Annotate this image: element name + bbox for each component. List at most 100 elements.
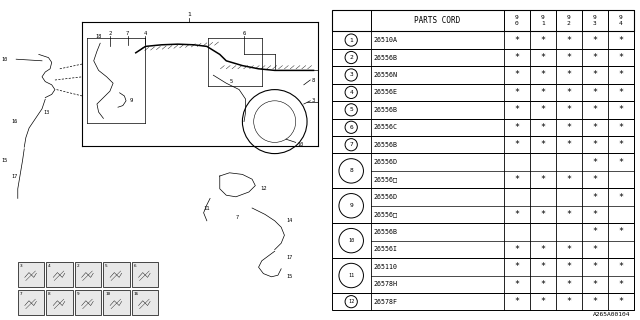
- Text: 4: 4: [144, 31, 147, 36]
- Text: *: *: [540, 297, 545, 306]
- Text: 9
1: 9 1: [541, 15, 545, 26]
- Text: 6: 6: [243, 31, 246, 36]
- Text: *: *: [592, 105, 597, 114]
- Text: 7: 7: [236, 215, 239, 220]
- Text: *: *: [618, 140, 623, 149]
- Text: *: *: [618, 297, 623, 306]
- FancyBboxPatch shape: [75, 262, 101, 287]
- Text: 26556□: 26556□: [373, 177, 397, 183]
- Text: 8: 8: [312, 77, 315, 83]
- Text: *: *: [514, 175, 519, 184]
- Text: *: *: [566, 88, 571, 97]
- Text: *: *: [540, 123, 545, 132]
- Text: 26556I: 26556I: [373, 246, 397, 252]
- Text: 1: 1: [349, 37, 353, 43]
- Text: *: *: [514, 53, 519, 62]
- Text: 7: 7: [126, 31, 129, 36]
- FancyBboxPatch shape: [132, 262, 158, 287]
- Text: *: *: [566, 53, 571, 62]
- Text: 16: 16: [134, 292, 139, 296]
- Text: *: *: [592, 88, 597, 97]
- Text: 17: 17: [12, 173, 17, 179]
- Text: *: *: [540, 105, 545, 114]
- Text: 26556E: 26556E: [373, 89, 397, 95]
- Text: *: *: [592, 280, 597, 289]
- Text: *: *: [540, 140, 545, 149]
- FancyBboxPatch shape: [103, 291, 129, 315]
- Text: 26556B: 26556B: [373, 54, 397, 60]
- Text: *: *: [618, 228, 623, 236]
- Text: 15: 15: [286, 274, 292, 279]
- Text: 9: 9: [129, 98, 132, 103]
- Text: 17: 17: [286, 255, 292, 260]
- Text: 9: 9: [349, 203, 353, 208]
- Text: 10: 10: [105, 292, 110, 296]
- Text: 7: 7: [20, 292, 22, 296]
- Text: 26578F: 26578F: [373, 299, 397, 305]
- Text: 26556D: 26556D: [373, 194, 397, 200]
- Text: *: *: [540, 262, 545, 271]
- Text: 4: 4: [48, 264, 51, 268]
- Text: 18: 18: [95, 34, 102, 39]
- FancyBboxPatch shape: [18, 291, 44, 315]
- Text: *: *: [592, 140, 597, 149]
- Text: 5: 5: [230, 79, 233, 84]
- Text: *: *: [514, 210, 519, 219]
- Text: 26556□: 26556□: [373, 212, 397, 218]
- Text: *: *: [592, 70, 597, 79]
- Text: 3: 3: [312, 98, 315, 103]
- Text: *: *: [540, 280, 545, 289]
- Text: *: *: [592, 123, 597, 132]
- Text: *: *: [592, 36, 597, 44]
- Text: *: *: [592, 228, 597, 236]
- Text: 9
4: 9 4: [619, 15, 623, 26]
- Text: 10: 10: [348, 238, 355, 243]
- Text: *: *: [514, 280, 519, 289]
- Text: *: *: [566, 210, 571, 219]
- Text: *: *: [514, 105, 519, 114]
- Text: 3: 3: [20, 264, 22, 268]
- Text: *: *: [566, 280, 571, 289]
- Text: 10: 10: [2, 57, 8, 62]
- Text: 5: 5: [349, 107, 353, 112]
- Text: *: *: [566, 175, 571, 184]
- Text: *: *: [566, 36, 571, 44]
- Text: *: *: [514, 88, 519, 97]
- Text: 4: 4: [349, 90, 353, 95]
- Text: *: *: [618, 53, 623, 62]
- Text: 26556D: 26556D: [373, 159, 397, 165]
- Text: 6: 6: [134, 264, 136, 268]
- Text: *: *: [514, 36, 519, 44]
- Text: 26556B: 26556B: [373, 107, 397, 113]
- Text: 7: 7: [349, 142, 353, 147]
- Text: *: *: [592, 158, 597, 167]
- Text: 2: 2: [108, 31, 111, 36]
- Text: A265A00104: A265A00104: [593, 312, 630, 317]
- Text: 11: 11: [348, 273, 355, 278]
- Text: *: *: [592, 193, 597, 202]
- Text: 16: 16: [12, 119, 17, 124]
- Text: 10: 10: [298, 141, 303, 147]
- Text: *: *: [514, 70, 519, 79]
- Text: *: *: [514, 297, 519, 306]
- Text: *: *: [592, 210, 597, 219]
- Text: *: *: [540, 88, 545, 97]
- Text: 12: 12: [348, 299, 355, 304]
- Text: *: *: [618, 158, 623, 167]
- Text: *: *: [566, 262, 571, 271]
- Text: 13: 13: [44, 109, 50, 115]
- Text: 26510A: 26510A: [373, 37, 397, 43]
- Text: *: *: [618, 262, 623, 271]
- Text: *: *: [618, 193, 623, 202]
- Text: *: *: [514, 245, 519, 254]
- Text: 26556N: 26556N: [373, 72, 397, 78]
- Text: *: *: [540, 53, 545, 62]
- FancyBboxPatch shape: [46, 291, 73, 315]
- Text: *: *: [566, 245, 571, 254]
- Text: 3: 3: [349, 72, 353, 77]
- Text: 2: 2: [349, 55, 353, 60]
- Text: *: *: [566, 140, 571, 149]
- Text: *: *: [592, 262, 597, 271]
- Text: *: *: [540, 210, 545, 219]
- Text: *: *: [540, 245, 545, 254]
